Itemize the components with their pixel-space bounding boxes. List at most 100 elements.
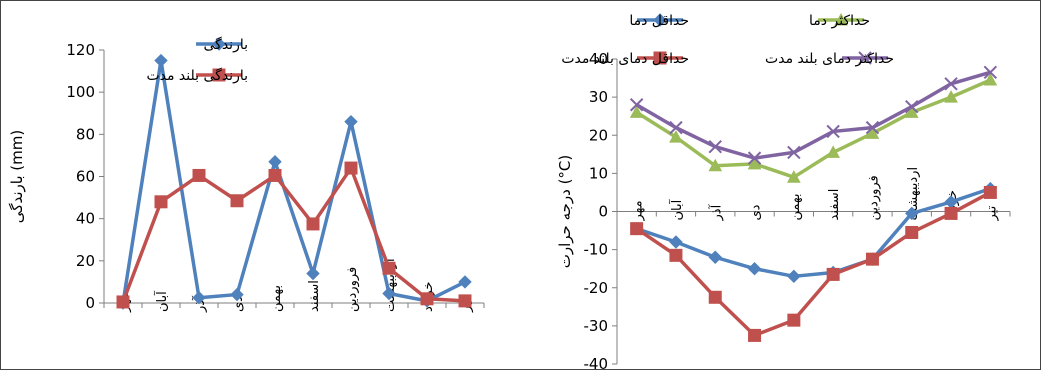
data-point (230, 287, 244, 302)
data-point (865, 252, 879, 266)
x-tick-label: دی (231, 296, 246, 312)
data-point (905, 225, 919, 239)
x-tick-label: آبان (668, 198, 685, 220)
data-point (268, 168, 282, 182)
data-point (344, 114, 358, 129)
x-tick-label: بهمن (788, 193, 803, 220)
data-point (865, 120, 880, 135)
data-point (865, 126, 880, 139)
series-line (635, 190, 992, 338)
data-point (826, 124, 840, 139)
y-tick-label: 120 (66, 41, 95, 59)
legend-marker (858, 51, 872, 65)
data-point (905, 206, 919, 221)
series-line (121, 166, 466, 303)
data-point (944, 206, 958, 220)
x-tick-label: اسفند (827, 189, 842, 221)
y-tick-label: 10 (589, 164, 608, 182)
data-point (708, 290, 722, 304)
data-point (787, 170, 801, 183)
data-point (669, 235, 683, 249)
data-point (669, 248, 683, 262)
legend-label: حداقل دمای بلند مدت (561, 51, 689, 67)
x-tick-label: آذر (707, 203, 724, 221)
y-axis-title: بارندگی (mm) (8, 130, 26, 223)
x-tick-label: مهر (631, 200, 646, 221)
legend-label: حداکثر دمای بلند مدت (765, 51, 894, 67)
x-tick-label: اسفند (307, 280, 322, 312)
y-tick-label: 40 (589, 50, 608, 68)
legend-label: حداکثر دما (809, 13, 870, 29)
data-point (420, 292, 434, 306)
data-point (904, 105, 919, 118)
x-tick-label: بهمن (269, 285, 284, 312)
data-point (787, 313, 801, 327)
data-point (983, 185, 997, 199)
data-point (306, 217, 320, 231)
data-point (905, 99, 919, 114)
data-point (382, 286, 396, 301)
y-tick-label: 100 (66, 83, 95, 101)
data-point (669, 130, 683, 143)
data-point (154, 53, 168, 68)
x-tick-label: اردیبهشت (906, 167, 921, 221)
series-line (635, 70, 991, 160)
x-tick-label: فروردین (345, 267, 360, 312)
y-tick-label: 20 (76, 252, 95, 270)
data-point (826, 267, 840, 281)
data-point (630, 222, 644, 236)
data-point (230, 194, 244, 208)
data-point (787, 145, 801, 160)
data-point (747, 151, 762, 165)
y-tick-label: 20 (589, 126, 608, 144)
y-tick-label: 0 (85, 294, 95, 312)
legend-marker (653, 13, 667, 27)
legend-marker (834, 12, 848, 26)
data-point (306, 266, 320, 281)
x-tick-label: فروردین (866, 175, 881, 220)
y-tick-label: 0 (598, 203, 608, 221)
data-point (944, 90, 958, 103)
legend-marker (653, 51, 667, 65)
y-tick-label: -30 (584, 317, 609, 335)
y-tick-label: 40 (76, 210, 95, 228)
rainfall-chart: 020406080100120مهرآبانآذردیبهمناسفندفرور… (8, 36, 485, 313)
legend-label: بارندگی بلند مدت (146, 67, 248, 84)
data-point (116, 295, 130, 309)
data-point (458, 294, 472, 308)
y-tick-label: 30 (589, 88, 608, 106)
data-point (708, 158, 723, 172)
series-line (636, 186, 991, 279)
legend-marker (212, 68, 226, 82)
data-point (708, 250, 722, 264)
data-point (983, 72, 998, 86)
y-tick-label: -20 (584, 279, 609, 297)
y-tick-label: 80 (76, 125, 95, 143)
data-point (708, 139, 722, 154)
data-point (154, 195, 168, 209)
x-tick-label: آبان (153, 290, 170, 312)
legend-label: حداقل دما (629, 13, 689, 29)
legend-label: بارندگی (203, 36, 248, 53)
data-point (192, 168, 206, 182)
data-point (192, 291, 206, 305)
data-point (944, 77, 958, 91)
x-tick-label: دی (749, 204, 764, 220)
temperature-chart: -40 -30 -20 -10 0 10 20 30 40 مهر آبان آذر دی بهمن اسف… (556, 12, 1011, 370)
y-tick-label: 60 (76, 168, 95, 186)
data-point (747, 261, 762, 276)
data-point (629, 105, 644, 118)
series-line (121, 58, 466, 304)
data-point (382, 261, 396, 275)
data-point (747, 156, 762, 170)
data-point (826, 145, 840, 158)
y-tick-label: -10 (584, 241, 609, 259)
data-point (748, 328, 762, 342)
series-line (635, 78, 992, 179)
x-tick-label: تیر (984, 205, 999, 221)
data-point (629, 98, 644, 112)
y-axis-title: درجه حرارت (°C) (556, 155, 574, 269)
data-point (268, 155, 282, 169)
y-tick-label: -40 (584, 355, 609, 370)
